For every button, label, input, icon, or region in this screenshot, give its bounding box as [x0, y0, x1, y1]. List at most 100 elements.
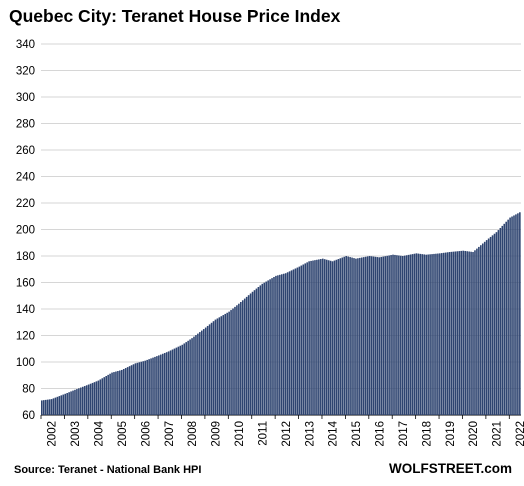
bar: [452, 251, 455, 415]
bar: [314, 260, 316, 415]
bar: [117, 371, 119, 415]
bar: [513, 215, 515, 415]
bar: [134, 363, 137, 415]
bar: [435, 253, 437, 415]
bar: [403, 255, 406, 415]
bar: [398, 255, 400, 415]
bar: [495, 232, 498, 415]
x-tick-label: 2018: [421, 421, 433, 447]
bar: [431, 254, 433, 415]
y-tick-label: 100: [16, 357, 35, 369]
y-tick-label: 140: [16, 304, 35, 316]
bar: [441, 253, 443, 415]
bar: [378, 257, 381, 415]
bar: [232, 308, 234, 415]
bar: [347, 256, 349, 415]
bar: [257, 287, 260, 415]
bar: [400, 255, 402, 415]
bar: [466, 251, 468, 415]
bar: [255, 288, 258, 415]
bar: [66, 393, 68, 415]
bar: [56, 396, 59, 415]
y-tick-label: 160: [16, 278, 35, 290]
bar: [173, 348, 176, 415]
bar: [142, 361, 145, 415]
bar: [62, 394, 65, 415]
bar: [298, 266, 301, 415]
bar: [269, 279, 271, 415]
bar: [175, 347, 178, 415]
bar: [300, 265, 303, 415]
bar: [446, 252, 449, 415]
bar: [351, 257, 353, 415]
bar: [218, 317, 221, 415]
y-axis: 60 80 100 120 140 160 180 200 220 240 260 280 300 320…: [16, 39, 35, 422]
bar: [171, 349, 174, 415]
bar: [321, 258, 324, 415]
bar: [442, 252, 445, 415]
bar: [335, 259, 338, 415]
bar: [70, 391, 72, 415]
y-tick-label: 260: [16, 145, 35, 157]
bar: [136, 362, 139, 415]
bar: [72, 390, 74, 415]
bar: [302, 264, 305, 415]
bar: [470, 251, 472, 415]
bar: [179, 345, 182, 415]
bar: [474, 250, 476, 415]
bar: [214, 319, 217, 415]
bar: [148, 359, 150, 415]
bar: [497, 230, 500, 415]
bar: [419, 253, 422, 415]
bar: [329, 260, 332, 415]
x-tick-label: 2004: [94, 420, 106, 446]
bar: [132, 364, 135, 415]
bar: [259, 285, 262, 415]
bar: [439, 253, 441, 415]
bar: [161, 353, 164, 415]
bar: [167, 351, 170, 415]
brand-label: WOLFSTREET.com: [388, 461, 512, 476]
bar: [187, 340, 189, 415]
y-tick-label: 240: [16, 172, 35, 184]
bar: [150, 358, 152, 415]
x-tick-label: 2014: [328, 420, 340, 446]
bar: [199, 332, 201, 415]
chart-title: Quebec City: Teranet House Price Index: [9, 6, 341, 26]
x-tick-label: 2017: [398, 421, 410, 447]
bar: [511, 216, 513, 415]
bar: [407, 254, 410, 415]
bar: [241, 300, 244, 415]
bar: [210, 322, 213, 415]
bar: [202, 329, 205, 415]
bar: [261, 283, 264, 415]
bar: [93, 382, 96, 415]
bar: [288, 271, 291, 415]
bar: [158, 355, 160, 415]
bar: [185, 342, 187, 415]
bar: [226, 312, 228, 415]
bar: [228, 311, 230, 415]
bar: [222, 315, 225, 415]
bar: [306, 262, 308, 415]
bar: [265, 281, 267, 415]
x-tick-label: 2002: [47, 421, 59, 447]
y-tick-label: 340: [16, 39, 35, 51]
bar: [91, 382, 94, 415]
bar: [462, 250, 465, 415]
bar: [245, 296, 248, 415]
bar: [42, 400, 45, 415]
bar: [478, 246, 480, 415]
bar: [208, 324, 211, 415]
bar: [421, 254, 424, 415]
bar: [234, 306, 236, 415]
bar: [281, 274, 283, 415]
bar: [279, 274, 281, 415]
y-tick-label: 220: [16, 198, 35, 210]
bar: [253, 290, 256, 415]
y-tick-label: 180: [16, 251, 35, 263]
x-tick-label: 2016: [375, 421, 387, 447]
bar: [109, 373, 111, 415]
bar: [460, 250, 463, 415]
bar: [60, 395, 63, 415]
